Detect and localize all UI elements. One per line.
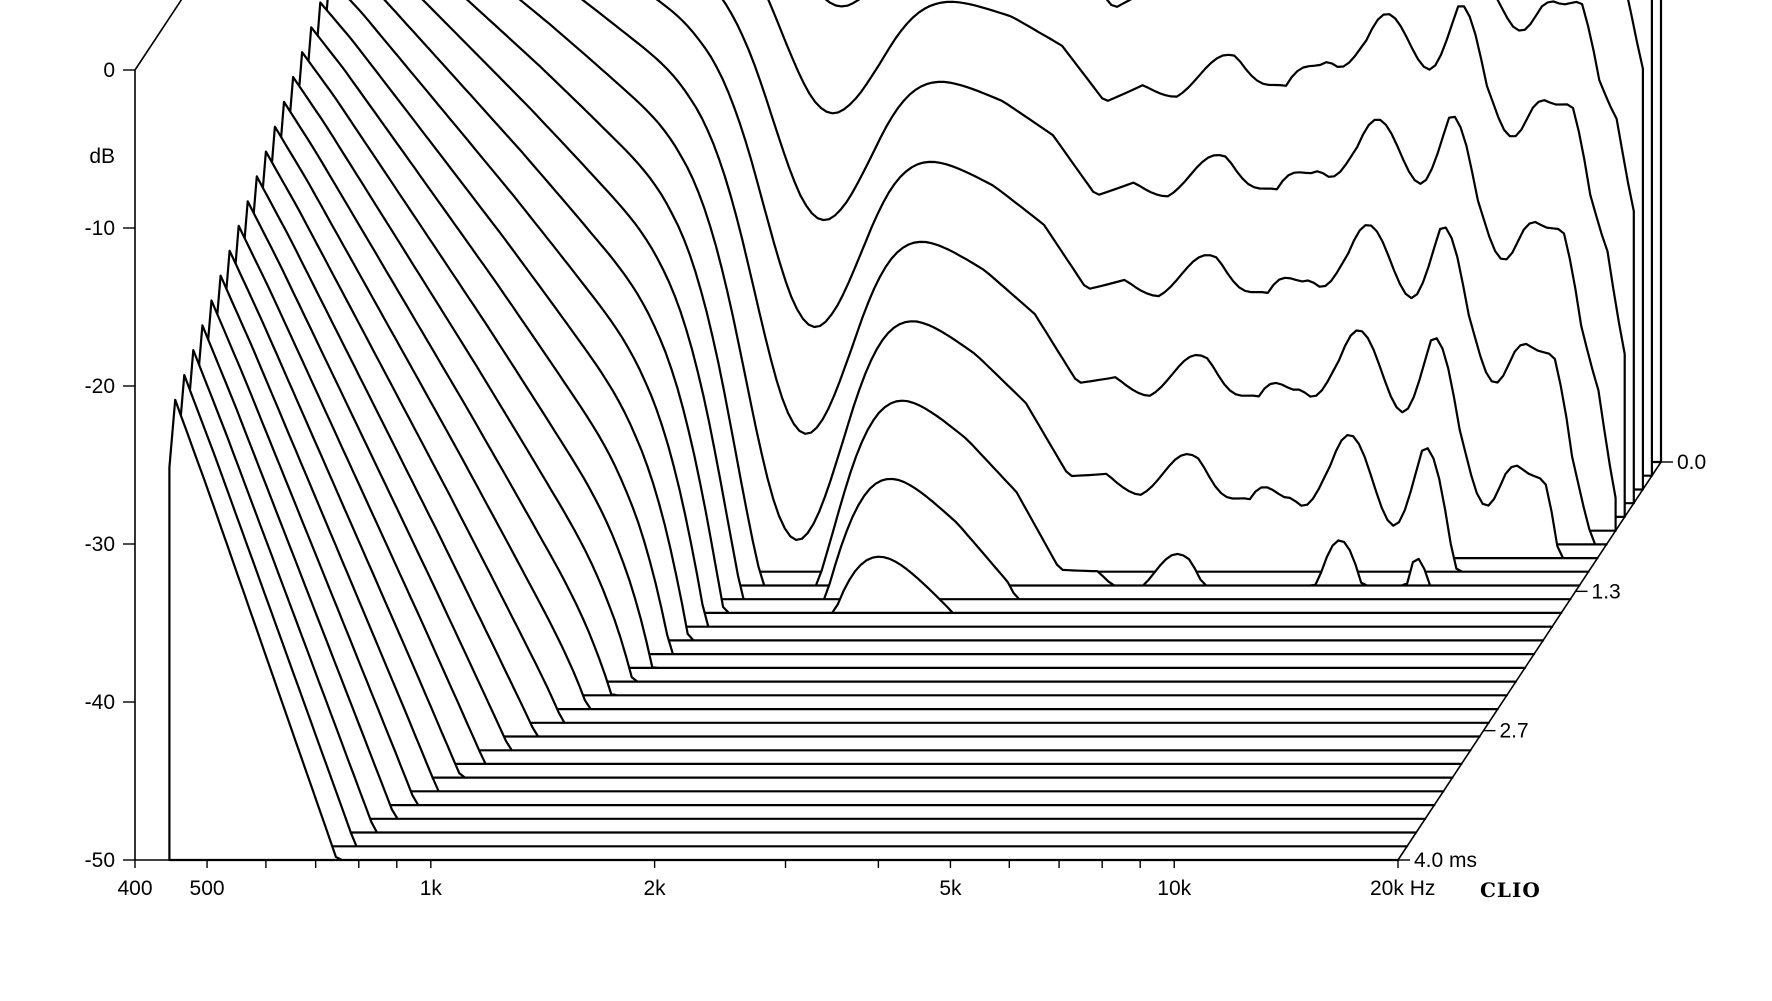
brand-label: CLIO <box>1480 878 1541 902</box>
y-tick-label: 0 <box>103 59 115 82</box>
x-tick-label: 5k <box>939 877 962 900</box>
x-tick-label: 400 <box>117 877 152 900</box>
z-tick-label: 0.0 <box>1677 451 1706 474</box>
x-tick-label: 500 <box>190 877 225 900</box>
y-tick-label: -50 <box>85 849 115 872</box>
x-tick-label: 2k <box>644 877 667 900</box>
z-tick-label: 4.0 ms <box>1414 849 1477 872</box>
z-tick-label: 1.3 <box>1592 580 1621 603</box>
x-tick-label: 1k <box>420 877 443 900</box>
y-tick-label: -40 <box>85 691 115 714</box>
frame-right-diagonal <box>1397 461 1662 861</box>
z-axis: 0.0 1.3 2.7 4.0 ms <box>1398 451 1706 872</box>
y-axis: 0 -10 -20 -30 -40 -50 dB <box>85 59 136 872</box>
y-tick-label: -10 <box>85 217 115 240</box>
x-tick-label: 10k <box>1157 877 1191 900</box>
slice-group <box>168 0 1663 862</box>
z-tick-label: 2.7 <box>1499 720 1528 743</box>
decay-slice-14 <box>304 26 1536 656</box>
y-unit-label: dB <box>89 145 115 168</box>
y-tick-label: -20 <box>85 375 115 398</box>
x-axis: 400 500 1k 2k 5k 10k 20k Hz <box>117 859 1435 900</box>
x-tick-label: 20k Hz <box>1370 877 1435 900</box>
y-tick-label: -30 <box>85 533 115 556</box>
